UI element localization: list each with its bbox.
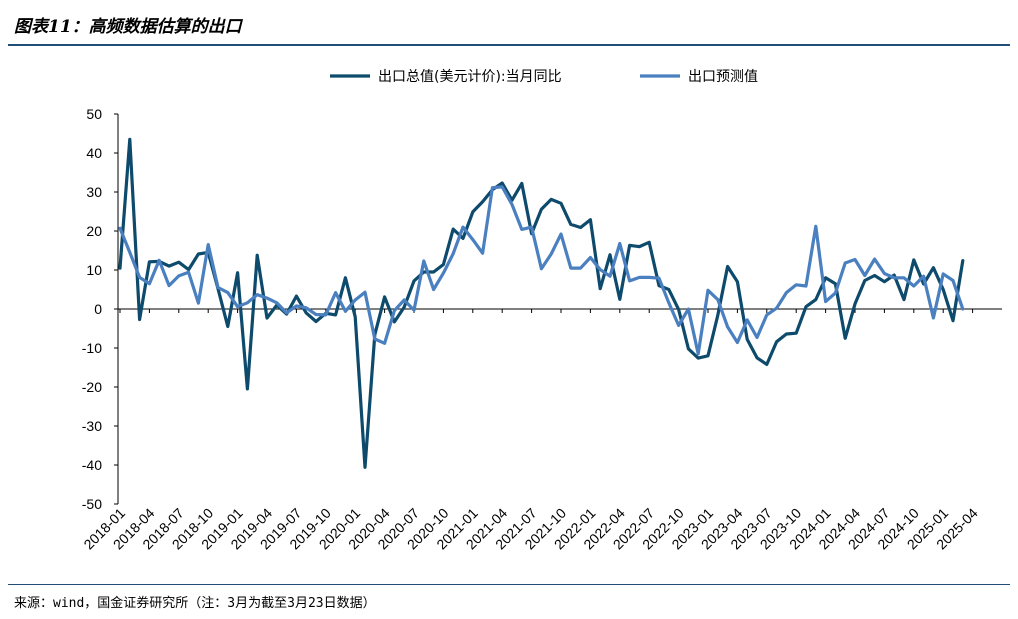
source-note: 来源：wind，国金证券研究所（注：3月为截至3月23日数据）: [14, 596, 376, 611]
y-tick-label: 10: [86, 262, 102, 278]
y-tick-label: 20: [86, 223, 102, 239]
axes: 50403020100-10-20-30-40-502018-012018-04…: [80, 106, 1002, 552]
y-tick-label: -40: [82, 457, 102, 473]
series-line-2: [118, 185, 965, 356]
legend-label-1: 出口总值(美元计价):当月同比: [378, 69, 562, 85]
y-tick-label: 30: [86, 184, 102, 200]
y-tick-label: 0: [94, 301, 102, 317]
series-layer: [118, 137, 965, 469]
bottom-rule: [8, 584, 1010, 585]
y-tick-label: -50: [82, 496, 102, 512]
y-tick-label: 50: [86, 106, 102, 122]
top-rule: [8, 44, 1010, 46]
legend: 出口总值(美元计价):当月同比 出口预测值: [330, 69, 758, 85]
y-tick-label: -20: [82, 379, 102, 395]
y-tick-label: -10: [82, 340, 102, 356]
figure-title: 图表11：高频数据估算的出口: [14, 17, 242, 37]
legend-label-2: 出口预测值: [688, 69, 758, 85]
y-tick-label: 40: [86, 145, 102, 161]
y-tick-label: -30: [82, 418, 102, 434]
